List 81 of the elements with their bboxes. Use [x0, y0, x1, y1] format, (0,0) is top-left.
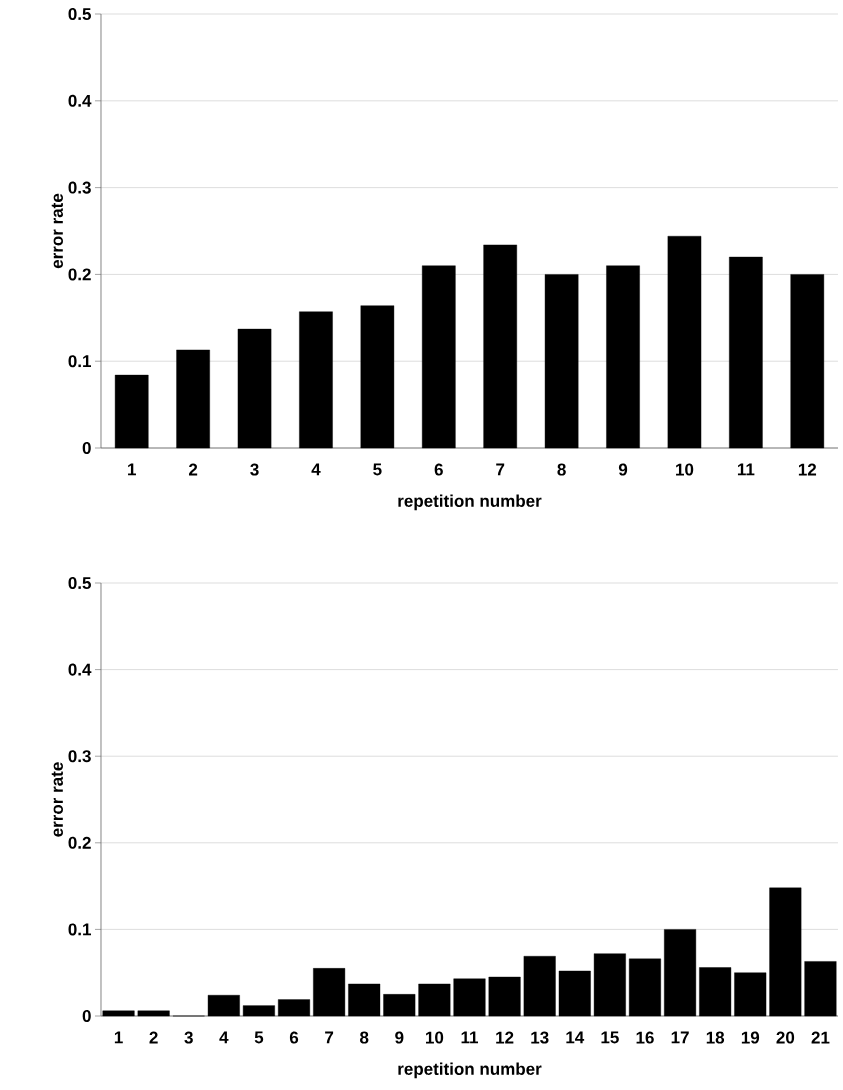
bar [664, 929, 697, 1017]
bar [606, 265, 640, 449]
bar [176, 349, 210, 449]
x-tick-label: 9 [618, 463, 628, 476]
x-tick-label: 9 [395, 1031, 404, 1044]
x-tick-label: 20 [776, 1031, 795, 1044]
bar [237, 328, 272, 449]
bar [418, 983, 451, 1017]
x-tick-label: 6 [434, 463, 443, 476]
bar [628, 958, 661, 1017]
x-tick-label: 12 [496, 1031, 514, 1044]
bar [207, 995, 240, 1017]
y-axis-title: error rate [51, 193, 63, 269]
bar [593, 953, 626, 1017]
x-tick-label: 10 [426, 1031, 444, 1044]
y-axis-title: error rate [51, 762, 63, 837]
bar [278, 999, 311, 1017]
x-tick-label: 11 [737, 463, 755, 476]
x-tick-label: 3 [250, 463, 259, 476]
bar [137, 1010, 170, 1017]
bar [804, 961, 837, 1017]
x-tick-label: 2 [188, 463, 198, 476]
bar [313, 968, 346, 1017]
x-tick-label: 1 [128, 463, 136, 476]
x-tick-label: 14 [566, 1031, 585, 1044]
x-tick-label: 4 [219, 1031, 229, 1044]
x-tick-label: 5 [254, 1031, 264, 1044]
x-tick-label: 1 [114, 1031, 123, 1044]
y-tick-label: 0.4 [68, 94, 92, 107]
bar [769, 887, 802, 1017]
bar [242, 1005, 275, 1017]
bar [699, 967, 732, 1017]
x-tick-label: 18 [706, 1031, 725, 1044]
bar [360, 305, 395, 449]
y-tick-label: 0 [82, 441, 91, 455]
y-tick-label: 0.4 [68, 663, 92, 676]
x-tick-label: 4 [311, 463, 321, 476]
x-tick-label: 19 [741, 1031, 760, 1044]
x-tick-label: 7 [496, 463, 505, 476]
x-tick-label: 21 [811, 1031, 830, 1044]
x-tick-label: 10 [676, 463, 694, 476]
x-tick-label: 5 [373, 463, 382, 476]
y-tick-label: 0.1 [68, 355, 91, 368]
x-tick-label: 17 [671, 1031, 689, 1044]
y-tick-label: 0 [82, 1009, 91, 1023]
x-tick-label: 16 [636, 1031, 654, 1044]
bar [114, 374, 149, 449]
y-tick-label: 0.3 [68, 750, 91, 763]
x-tick-label: 12 [798, 463, 817, 476]
x-tick-label: 13 [531, 1031, 549, 1044]
x-tick-label: 3 [184, 1031, 193, 1044]
bar [299, 311, 333, 449]
y-tick-label: 0.3 [68, 181, 91, 194]
bar [488, 976, 521, 1017]
x-tick-label: 7 [325, 1031, 334, 1044]
bar [348, 983, 381, 1017]
y-tick-label: 0.1 [68, 923, 91, 936]
y-tick-label: 0.2 [68, 836, 91, 849]
bar [558, 970, 591, 1017]
y-tick-label: 0.5 [68, 7, 91, 21]
x-tick-label: 6 [289, 1031, 299, 1044]
bar [544, 274, 579, 449]
y-tick-label: 0.2 [68, 268, 91, 281]
bar [734, 972, 767, 1017]
bar [383, 994, 416, 1017]
bar [483, 244, 517, 449]
x-axis-title: repetition number [398, 494, 542, 511]
bar [102, 1010, 135, 1017]
bar [667, 236, 702, 449]
x-tick-label: 15 [601, 1031, 619, 1044]
bar [790, 274, 825, 449]
x-axis-title: repetition number [398, 1062, 542, 1079]
x-tick-label: 8 [360, 1031, 369, 1044]
x-tick-label: 8 [557, 463, 566, 476]
bar [729, 256, 763, 449]
y-tick-label: 0.5 [68, 576, 91, 590]
bar [523, 956, 556, 1017]
x-tick-label: 2 [149, 1031, 158, 1044]
bar [422, 265, 456, 449]
bar [453, 978, 486, 1017]
x-tick-label: 11 [461, 1031, 479, 1044]
